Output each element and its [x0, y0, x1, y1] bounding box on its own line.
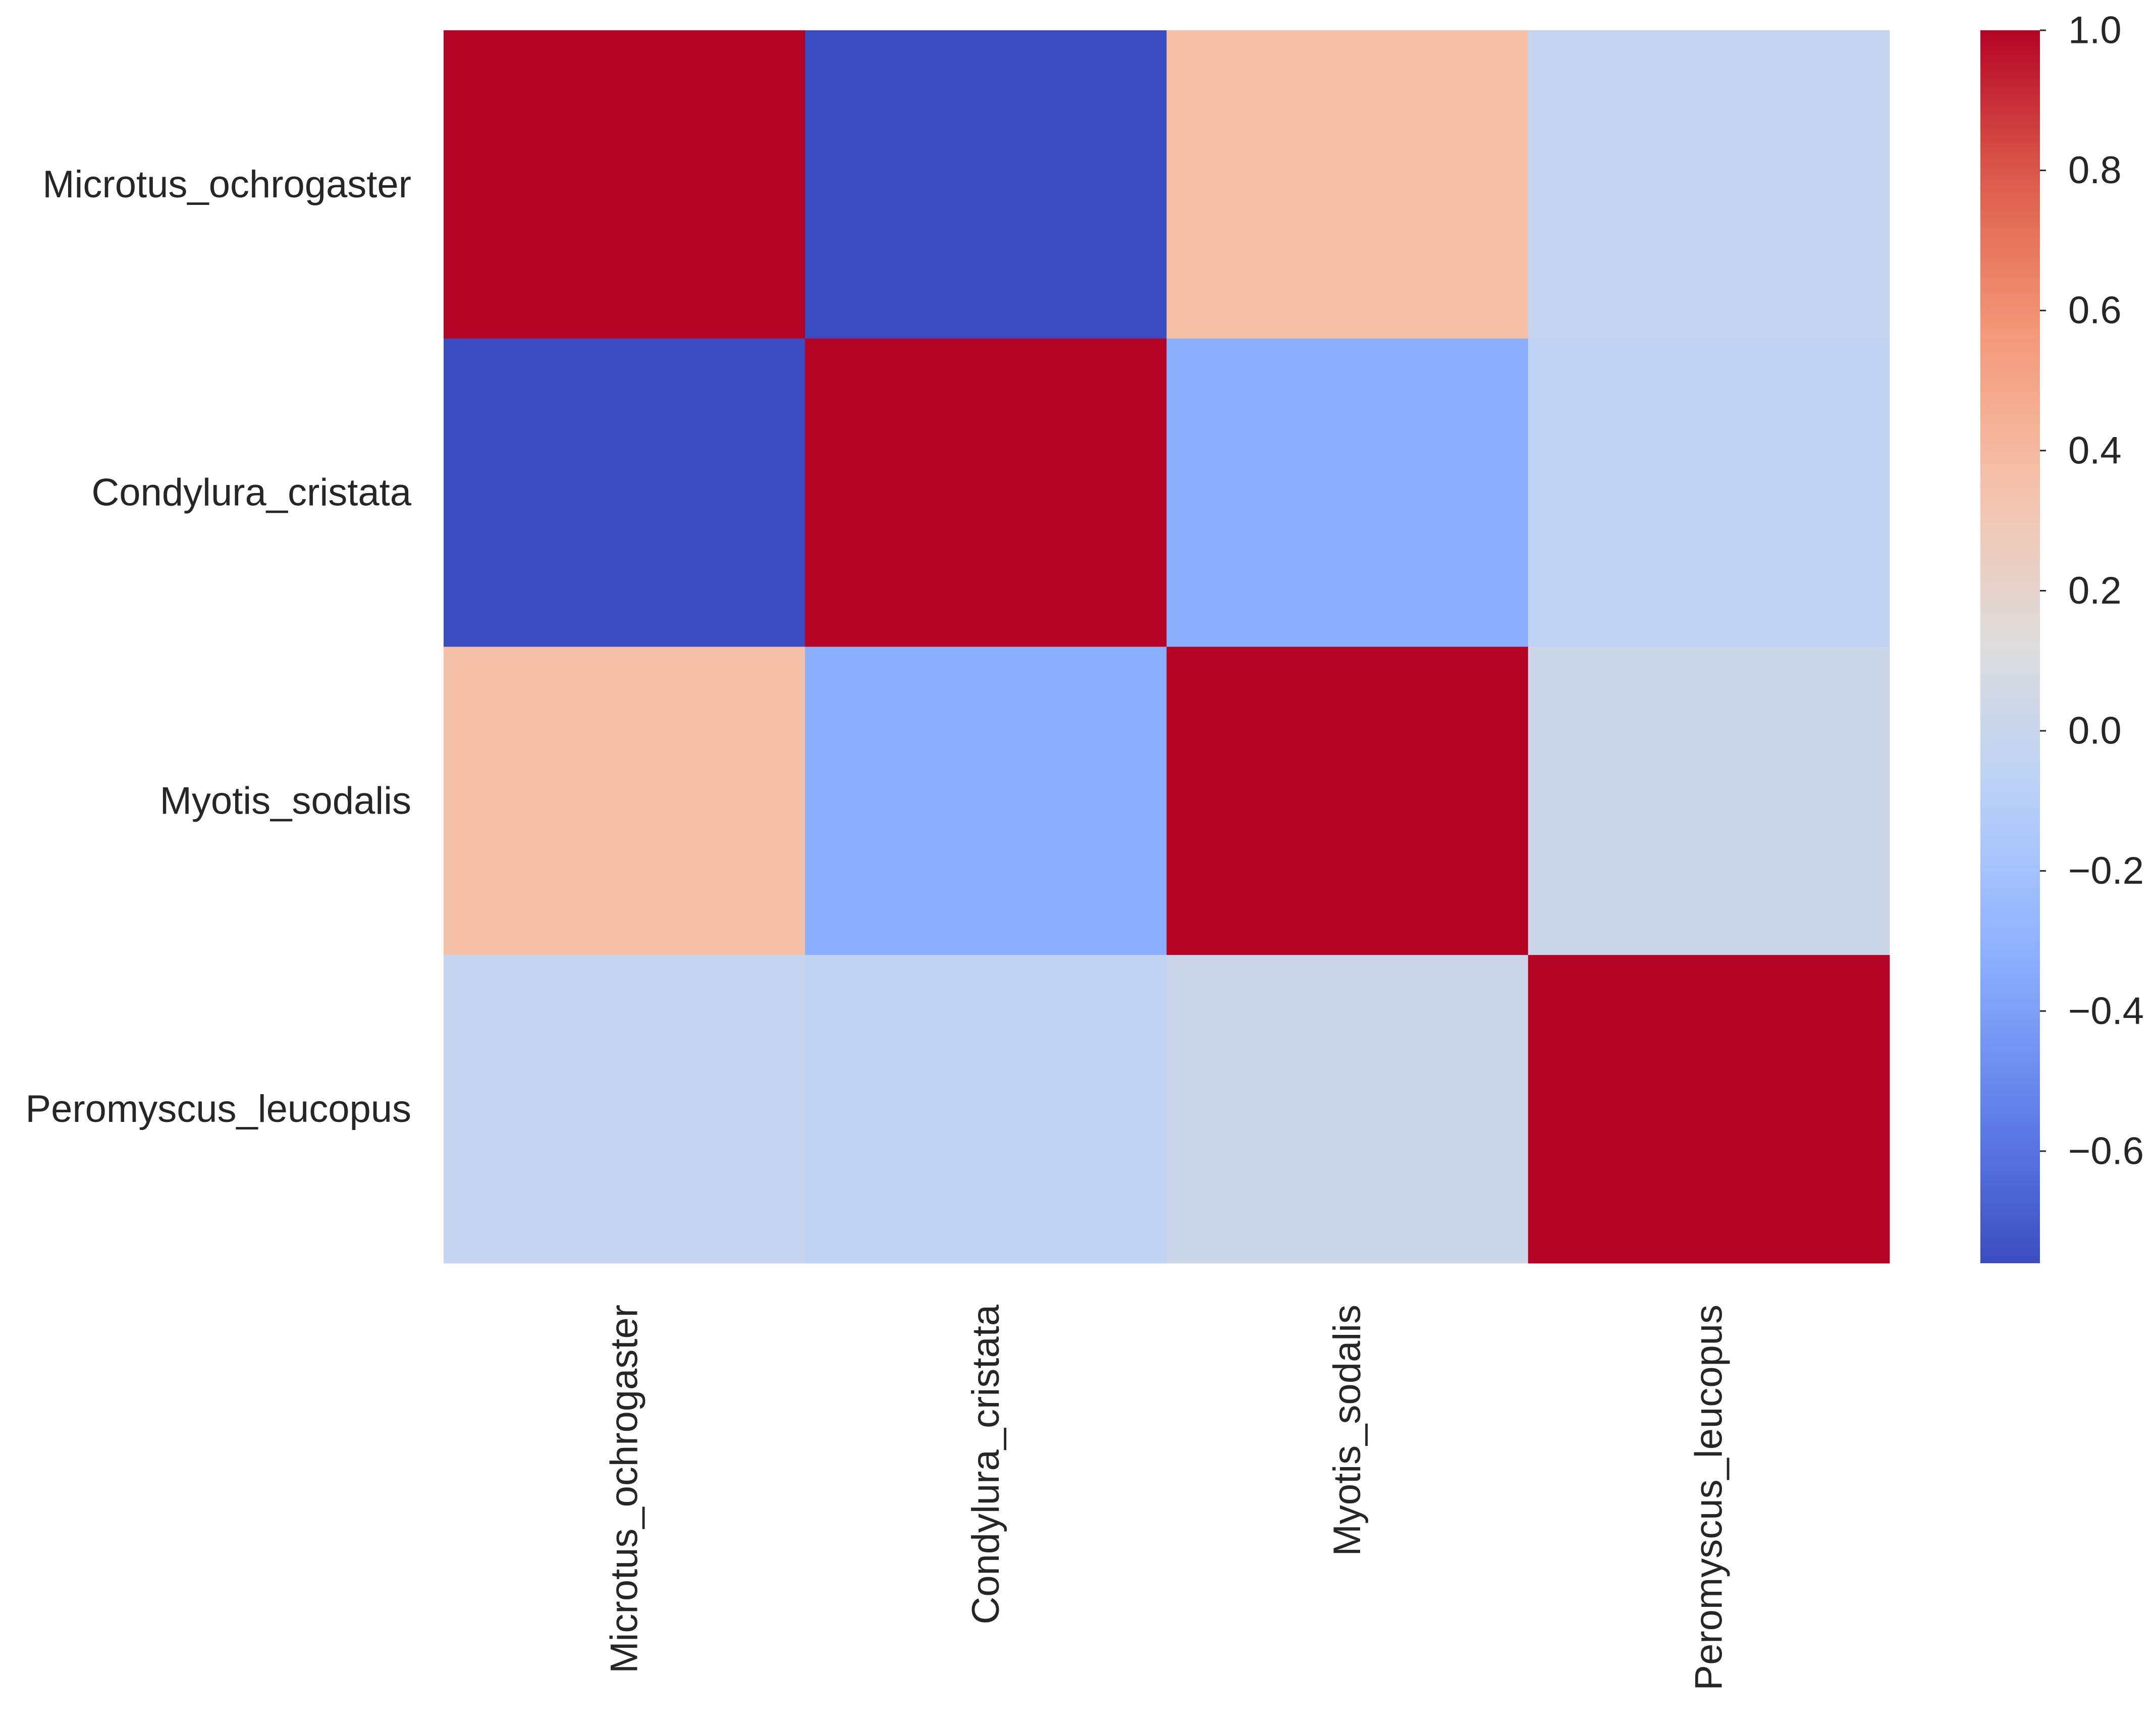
colorbar-tick-label-3: 0.4 [2068, 429, 2122, 472]
colorbar-tick-label-5: 0.0 [2068, 710, 2122, 752]
x-tick-label-0: Microtus_ochrogaster [603, 1305, 646, 1674]
heatmap-cell-r0-c3 [1528, 30, 1890, 339]
colorbar-tick-label-0: 1.0 [2068, 9, 2122, 52]
heatmap-cell-r2-c2 [1166, 646, 1529, 955]
y-axis-tick-labels: Microtus_ochrogaster Condylura_cristata My… [25, 163, 411, 1130]
heatmap-cell-r1-c3 [1528, 338, 1890, 647]
heatmap-cell-r3-c1 [805, 955, 1167, 1264]
x-tick-label-1: Condylura_cristata [964, 1304, 1007, 1624]
x-axis-tick-labels: Microtus_ochrogaster Condylura_cristata My… [603, 1304, 1731, 1690]
y-tick-label-2: Myotis_sodalis [160, 779, 411, 822]
heatmap-cell-r1-c2 [1166, 338, 1529, 647]
colorbar: 1.0 0.8 0.6 0.4 0.2 0.0 −0.2 −0.4 −0.6 [1980, 9, 2144, 1263]
heatmap-cell-r1-c0 [444, 338, 805, 647]
colorbar-tick-label-8: −0.6 [2068, 1129, 2144, 1172]
y-tick-label-1: Condylura_cristata [91, 471, 411, 514]
heatmap-cell-r3-c0 [444, 955, 805, 1264]
heatmap-cell-r2-c3 [1528, 646, 1890, 955]
colorbar-tick-label-1: 0.8 [2068, 149, 2122, 192]
y-tick-label-3: Peromyscus_leucopus [25, 1088, 411, 1130]
heatmap-cell-r2-c0 [444, 646, 805, 955]
heatmap-cell-r3-c3 [1528, 955, 1890, 1264]
heatmap-cell-r2-c1 [805, 646, 1167, 955]
heatmap-cell-r0-c0 [444, 30, 805, 339]
colorbar-tick-label-7: −0.4 [2068, 990, 2144, 1033]
colorbar-gradient [1980, 30, 2040, 1263]
x-tick-label-3: Peromyscus_leucopus [1687, 1305, 1730, 1691]
heatmap-cells [444, 30, 1890, 1264]
heatmap-cell-r1-c1 [805, 338, 1167, 647]
y-tick-label-0: Microtus_ochrogaster [42, 163, 411, 206]
heatmap-cell-r0-c1 [805, 30, 1167, 339]
heatmap-cell-r3-c2 [1166, 955, 1529, 1264]
colorbar-tick-label-2: 0.6 [2068, 289, 2122, 332]
colorbar-tick-label-6: −0.2 [2068, 849, 2144, 892]
colorbar-tick-label-4: 0.2 [2068, 569, 2122, 612]
x-tick-label-2: Myotis_sodalis [1326, 1305, 1369, 1556]
heatmap-cell-r0-c2 [1166, 30, 1529, 339]
